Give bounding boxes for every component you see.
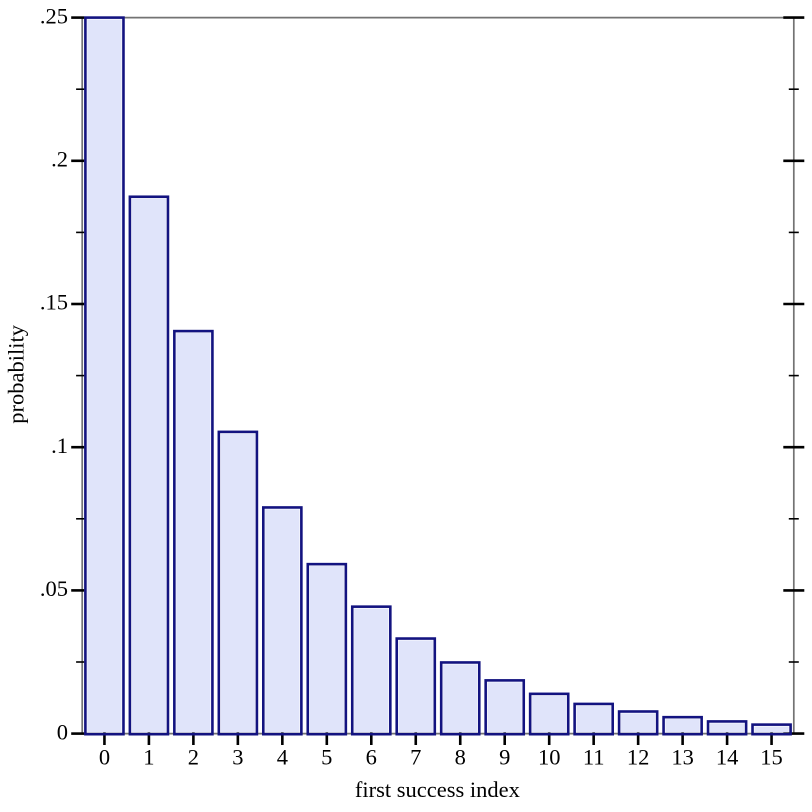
svg-text:.1: .1 — [51, 433, 68, 458]
svg-text:.2: .2 — [51, 147, 68, 172]
svg-text:9: 9 — [499, 744, 510, 769]
svg-text:5: 5 — [321, 744, 332, 769]
svg-text:7: 7 — [410, 744, 421, 769]
svg-text:14: 14 — [716, 744, 739, 769]
svg-text:first success index: first success index — [355, 777, 520, 802]
svg-text:4: 4 — [277, 744, 288, 769]
svg-text:0: 0 — [57, 719, 68, 744]
svg-text:2: 2 — [188, 744, 199, 769]
svg-text:probability: probability — [4, 324, 29, 423]
svg-text:0: 0 — [99, 744, 110, 769]
svg-text:6: 6 — [366, 744, 377, 769]
svg-text:12: 12 — [627, 744, 650, 769]
svg-text:10: 10 — [538, 744, 561, 769]
svg-text:1: 1 — [143, 744, 154, 769]
svg-text:8: 8 — [455, 744, 466, 769]
svg-text:.15: .15 — [40, 290, 68, 315]
svg-text:13: 13 — [671, 744, 694, 769]
svg-text:.05: .05 — [40, 576, 68, 601]
svg-text:15: 15 — [760, 744, 783, 769]
svg-text:11: 11 — [583, 744, 605, 769]
svg-text:.25: .25 — [40, 3, 68, 28]
svg-text:3: 3 — [232, 744, 243, 769]
